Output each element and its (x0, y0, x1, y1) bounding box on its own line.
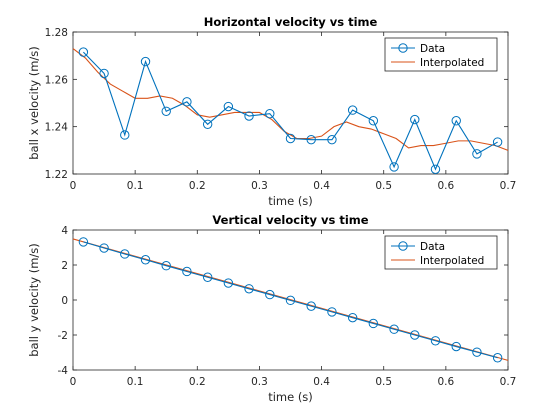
legend-entry-label: Data (420, 241, 445, 253)
data-point (161, 261, 171, 271)
legend-entry-label: Interpolated (420, 57, 484, 69)
data-point (285, 295, 296, 306)
chart-title: Horizontal velocity vs time (204, 15, 378, 29)
horizontal-velocity-chart: 0 0.1 0.2 0.3 0.4 0.5 0.6 0.7 1.22 1.24 1.26 1.28 Ho… (27, 15, 516, 208)
data-point (202, 119, 213, 130)
x-tick-label: 0.3 (251, 180, 268, 192)
y-tick-label: 1.26 (45, 74, 69, 86)
x-tick-label: 0.7 (500, 376, 517, 388)
legend-entry-label: Data (420, 43, 445, 55)
data-point (140, 56, 151, 67)
data-point (306, 134, 316, 145)
data-point (327, 134, 337, 145)
legend-entry-label: Interpolated (420, 255, 484, 267)
data-point (182, 97, 192, 107)
x-tick-label: 0 (70, 180, 77, 192)
x-tick-label: 0.3 (251, 376, 268, 388)
data-point (472, 347, 482, 357)
legend: Data Interpolated (384, 235, 498, 270)
x-tick-label: 0.5 (375, 376, 392, 388)
data-point (140, 255, 151, 265)
x-tick-label: 0.7 (500, 180, 517, 192)
data-point (161, 106, 171, 116)
data-point (223, 278, 234, 288)
y-tick-label: 4 (61, 225, 68, 237)
y-tick-label: 0 (61, 295, 68, 307)
legend-swatch-marker (398, 43, 408, 53)
x-tick-label: 0 (70, 376, 77, 388)
data-point (368, 318, 379, 329)
interpolated-series-line (72, 48, 509, 151)
y-tick-label: 2 (61, 260, 68, 272)
data-point (347, 105, 358, 115)
legend: Data Interpolated (384, 37, 498, 72)
y-tick-label: 1.22 (45, 169, 68, 181)
data-point (492, 137, 503, 147)
x-tick-label: 0.4 (313, 180, 330, 192)
vertical-velocity-chart: 0 0.1 0.2 0.3 0.4 0.5 0.6 0.7 -4 -2 0 2 4 Vertical ve… (27, 213, 516, 404)
data-point (244, 284, 254, 294)
data-point (265, 108, 275, 119)
legend-swatch-marker (398, 241, 408, 251)
x-tick-label: 0.5 (375, 180, 392, 192)
data-point (99, 68, 109, 79)
x-tick-label: 0.2 (189, 376, 206, 388)
data-point (244, 111, 254, 121)
x-axis-label: time (s) (268, 390, 313, 404)
y-tick-label: -2 (58, 330, 68, 342)
y-axis-label: ball x velocity (m/s) (27, 46, 41, 160)
y-axis-label: ball y velocity (m/s) (27, 243, 41, 357)
data-point (410, 114, 420, 125)
data-point (410, 330, 420, 340)
data-point (347, 312, 358, 323)
data-point (430, 164, 441, 174)
data-point (306, 301, 316, 311)
data-point (120, 130, 130, 140)
y-tick-label: 1.24 (45, 122, 69, 134)
data-point (265, 289, 275, 300)
interpolated-series-line (72, 238, 509, 361)
data-point (389, 162, 399, 172)
data-point (430, 336, 441, 346)
y-tick-label: 1.28 (45, 27, 68, 39)
data-point (492, 353, 503, 363)
chart-title: Vertical velocity vs time (212, 213, 368, 227)
data-point (472, 149, 482, 159)
x-tick-label: 0.1 (127, 376, 144, 388)
data-point (451, 341, 461, 352)
data-point (368, 116, 379, 126)
x-tick-label: 0.6 (438, 180, 455, 192)
x-tick-label: 0.2 (189, 180, 206, 192)
data-point (78, 237, 89, 247)
data-point (78, 47, 89, 57)
data-series-line (82, 51, 498, 171)
x-tick-label: 0.1 (127, 180, 144, 192)
data-point (389, 324, 399, 334)
data-point (99, 243, 109, 253)
data-point (223, 101, 234, 112)
data-point (285, 133, 296, 144)
x-tick-label: 0.4 (313, 376, 330, 388)
data-point (451, 116, 461, 126)
data-point (202, 272, 213, 282)
data-point (327, 307, 337, 317)
data-series-line (83, 241, 498, 359)
data-point (182, 266, 192, 277)
y-tick-label: -4 (58, 365, 69, 377)
data-point (120, 249, 130, 259)
x-axis-label: time (s) (268, 194, 313, 208)
x-tick-label: 0.6 (438, 376, 455, 388)
